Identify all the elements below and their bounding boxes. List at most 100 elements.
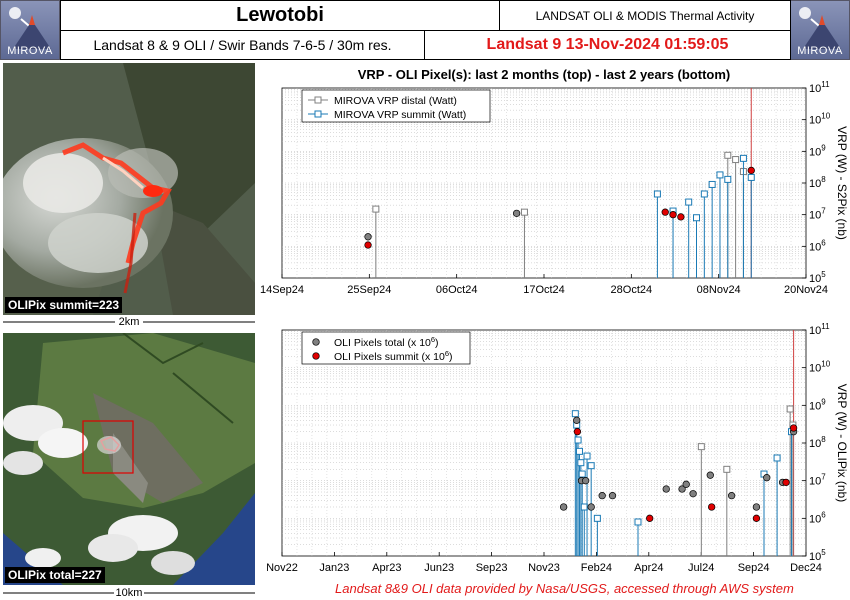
regional-thermal-image <box>3 333 255 585</box>
x-tick-label: 17Oct24 <box>523 284 565 296</box>
stem-marker <box>577 459 585 467</box>
data-credit: Landsat 8&9 OLI data provided by Nasa/US… <box>335 581 794 596</box>
pixel-marker <box>689 490 697 498</box>
pixel-marker <box>752 514 761 522</box>
legend-marker <box>312 338 320 346</box>
stem-marker <box>700 190 708 198</box>
thermal-image-summit: OLIPix summit=223 <box>3 63 255 315</box>
y-tick-label: 107 <box>809 207 826 222</box>
legend-label: MIROVA VRP distal (Watt) <box>334 95 457 107</box>
x-tick-label: Jul24 <box>688 562 714 574</box>
y-tick-label: 106 <box>809 238 826 253</box>
acquisition-date: Landsat 9 13-Nov-2024 01:59:05 <box>424 30 791 60</box>
legend-1: OLI Pixels total (x 106)OLI Pixels summi… <box>301 331 471 365</box>
summit-pixel-label: OLIPix summit=223 <box>5 297 123 313</box>
x-tick-label: 06Oct24 <box>436 284 478 296</box>
chart-title: VRP - OLI Pixel(s): last 2 months (top) … <box>358 67 730 82</box>
summit-thermal-image <box>3 63 255 315</box>
pixel-marker <box>782 478 790 487</box>
stem-marker <box>653 190 661 198</box>
stem-marker <box>587 462 595 470</box>
x-tick-label: Jan23 <box>319 562 349 574</box>
legend-box <box>301 89 491 123</box>
volcano-logo-icon <box>9 7 51 49</box>
y-axis-label: VRP (W) - S2Pix (nb) <box>835 126 849 240</box>
pixel-marker <box>682 480 690 488</box>
x-tick-label: Sep23 <box>476 562 508 574</box>
logo-text-right: MIROVA <box>797 45 843 57</box>
pixel-marker <box>559 503 568 511</box>
stem-marker <box>685 198 693 206</box>
series-1-3 <box>573 424 798 522</box>
scale-bar-top: 2km <box>3 316 255 328</box>
pixel-marker <box>512 209 521 218</box>
pixel-marker <box>789 424 798 432</box>
stem-marker <box>574 436 582 444</box>
volcano-name: Lewotobi <box>60 0 500 31</box>
legend-box <box>301 331 471 365</box>
pixel-marker <box>573 416 581 424</box>
stem-marker <box>575 447 583 455</box>
x-tick-label: Feb24 <box>581 562 612 574</box>
pixel-marker <box>677 213 685 221</box>
stem-marker <box>773 454 781 462</box>
series-1-2 <box>559 416 798 511</box>
stem-marker <box>786 405 794 413</box>
pixel-marker <box>678 485 686 493</box>
pixel-marker <box>763 474 771 482</box>
pixel-marker <box>364 233 372 241</box>
pixel-marker <box>364 241 372 249</box>
volcano-logo-icon-right <box>799 7 841 49</box>
stem-marker <box>571 410 579 418</box>
total-pixel-label: OLIPix total=227 <box>5 567 105 583</box>
pixel-marker <box>608 492 617 500</box>
x-tick-label: Jun23 <box>424 562 454 574</box>
pixel-marker <box>706 471 714 479</box>
stem-marker <box>580 503 588 511</box>
pixel-marker <box>573 428 582 436</box>
series-0-2 <box>364 209 521 241</box>
stem-marker <box>732 156 740 164</box>
vrp-charts: VRP - OLI Pixel(s): last 2 months (top) … <box>260 67 849 574</box>
y-tick-label: 108 <box>809 435 826 450</box>
y-axis-label: VRP (W) - OLIPix (nb) <box>835 384 849 502</box>
pixel-marker <box>662 485 670 493</box>
stem-marker <box>739 154 747 162</box>
stem-marker <box>372 205 380 213</box>
x-tick-label: 20Nov24 <box>784 284 828 296</box>
y-tick-label: 1010 <box>809 112 831 127</box>
pixel-marker <box>727 492 736 500</box>
scale-text-top: 2km <box>116 316 142 328</box>
stem-marker <box>723 465 731 473</box>
series-0-3 <box>364 166 755 249</box>
series-1-0 <box>697 405 797 556</box>
legend-marker <box>314 96 322 104</box>
scale-line-bottom <box>3 592 255 594</box>
stem-marker <box>747 173 755 181</box>
pixel-marker <box>587 503 595 511</box>
pixel-marker <box>708 503 716 511</box>
legend-marker <box>312 352 320 360</box>
stem-marker <box>724 151 732 159</box>
stem-marker <box>593 514 601 522</box>
stem-marker <box>634 518 642 526</box>
y-tick-label: 106 <box>809 510 826 525</box>
product-title: LANDSAT OLI & MODIS Thermal Activity <box>499 0 791 31</box>
pixel-marker <box>752 503 761 511</box>
stem-marker <box>708 180 716 188</box>
y-tick-label: 105 <box>809 270 826 285</box>
x-tick-label: Nov22 <box>266 562 298 574</box>
x-tick-label: 25Sep24 <box>347 284 391 296</box>
x-tick-label: 28Oct24 <box>611 284 653 296</box>
y-tick-label: 105 <box>809 548 826 563</box>
y-tick-label: 1010 <box>809 360 831 375</box>
x-tick-label: 08Nov24 <box>697 284 741 296</box>
x-tick-label: Apr24 <box>634 562 663 574</box>
y-tick-label: 107 <box>809 473 826 488</box>
pixel-marker <box>646 514 654 522</box>
x-tick-label: Dec24 <box>790 562 822 574</box>
x-tick-label: Sep24 <box>738 562 770 574</box>
legend-label: OLI Pixels summit (x 106) <box>334 349 453 363</box>
grid-0 <box>282 88 806 278</box>
logo-text-left: MIROVA <box>7 45 53 57</box>
